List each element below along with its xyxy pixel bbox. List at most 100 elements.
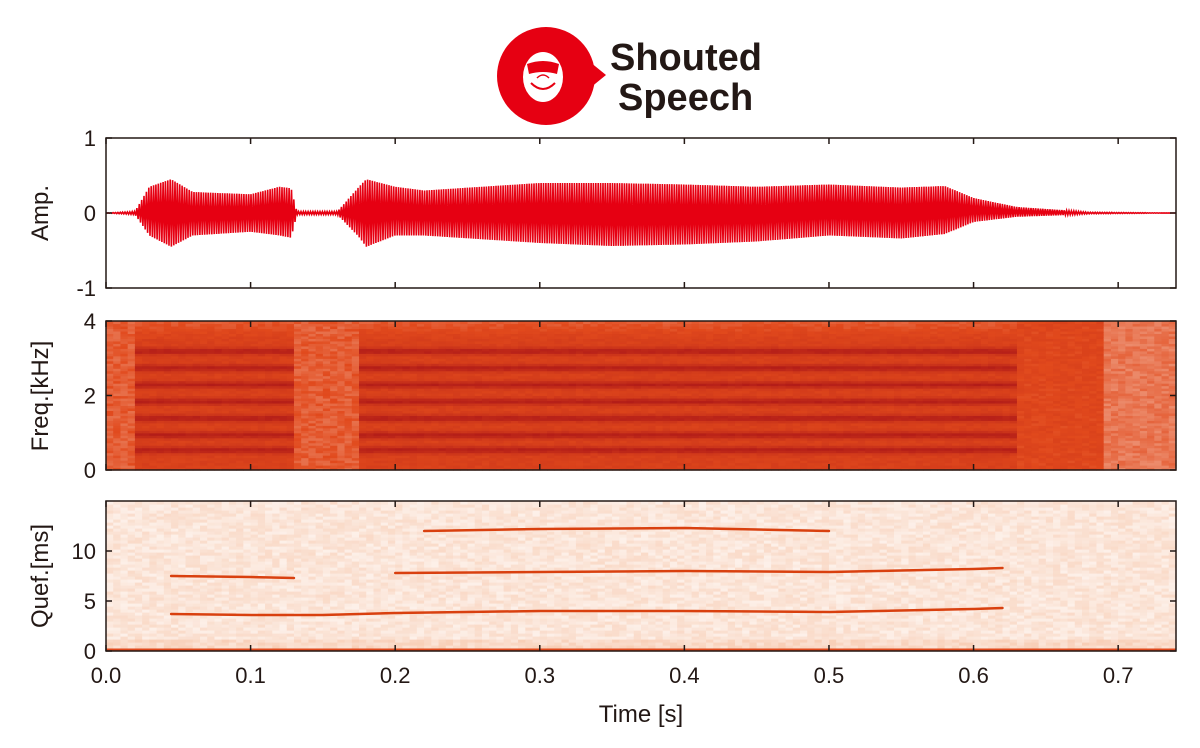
spectrogram-cell xyxy=(149,321,158,325)
spectrogram-cell xyxy=(163,393,172,397)
spectrogram-cell xyxy=(199,427,208,431)
spectrogram-cell xyxy=(120,343,129,347)
spectrogram-cell xyxy=(120,333,129,337)
spectrogram-cell xyxy=(134,457,143,461)
spectrogram-cell xyxy=(178,380,187,384)
spectrogram-cell xyxy=(199,425,208,429)
spectrogram-cell xyxy=(127,427,136,431)
spectrogram-cell xyxy=(178,410,187,414)
spectrogram-cell xyxy=(134,400,143,404)
spectrogram-cell xyxy=(106,325,114,330)
spectrogram-cell xyxy=(120,321,129,325)
spectrogram-cell xyxy=(142,393,150,397)
spectrogram-cell xyxy=(120,358,129,362)
waveform-clip-group xyxy=(106,179,1176,247)
spectrogram-cell xyxy=(120,345,129,349)
spectrogram-cell xyxy=(199,363,208,367)
spectrogram-cell xyxy=(171,445,179,449)
spectrogram-cell xyxy=(149,412,158,416)
spectrogram-cell xyxy=(178,338,187,342)
spectrogram-cell xyxy=(134,440,143,444)
spectrogram-cell xyxy=(178,435,187,439)
spectrogram-cell xyxy=(106,407,114,411)
spectrogram-cell xyxy=(127,323,136,327)
spectrogram-cell xyxy=(127,435,136,439)
spectrogram-cell xyxy=(120,338,129,342)
spectrogram-cell xyxy=(120,325,129,330)
spectrogram-cell xyxy=(106,355,114,359)
spectrogram-cell xyxy=(142,365,150,369)
spectrogram-cell xyxy=(120,420,129,424)
spectrogram-cell xyxy=(185,407,194,411)
spectrogram-cell xyxy=(171,383,179,387)
spectrogram-cell xyxy=(178,390,187,394)
spectrogram-cell xyxy=(192,415,201,419)
spectrogram-cell xyxy=(106,350,114,354)
spectrogram-cell xyxy=(113,415,122,419)
spectrogram-cell xyxy=(207,440,216,444)
spectrogram-cell xyxy=(142,422,150,426)
spectrogram-cell xyxy=(134,385,143,389)
spectrogram-cell xyxy=(134,365,143,369)
spectrogram-cell xyxy=(134,360,143,364)
spectrogram-cell xyxy=(120,457,129,461)
spectrogram-cell xyxy=(134,402,143,407)
spectrogram-cell xyxy=(192,452,201,456)
spectrogram-cell xyxy=(156,427,165,431)
spectrogram-cell xyxy=(127,350,136,354)
spectrogram-cell xyxy=(156,375,165,379)
spectrogram-cell xyxy=(156,325,165,330)
spectrogram-cell xyxy=(142,388,150,392)
spectrogram-cell xyxy=(192,343,201,347)
spectrogram-cell xyxy=(120,323,129,327)
spectrogram-cell xyxy=(127,432,136,436)
spectrogram-cell xyxy=(178,415,187,419)
spectrogram-cell xyxy=(178,325,187,330)
spectrogram-cell xyxy=(149,390,158,394)
spectrogram-cell xyxy=(134,370,143,374)
spectrogram-cell xyxy=(156,355,165,359)
spectrogram-cell xyxy=(149,425,158,429)
spectrogram-cell xyxy=(178,395,187,399)
spectrogram-cell xyxy=(207,323,216,327)
spectrogram-cell xyxy=(156,328,165,332)
spectrogram-cell xyxy=(156,437,165,441)
spectrogram-cell xyxy=(106,370,114,374)
spectrogram-cell xyxy=(207,375,216,379)
spectrogram-cell xyxy=(199,343,208,347)
spectrogram-cell xyxy=(106,358,114,362)
spectrogram-cell xyxy=(142,323,150,327)
spectrogram-cell xyxy=(178,445,187,449)
spectrogram-cell xyxy=(156,440,165,444)
spectrogram-cell xyxy=(185,410,194,414)
spectrogram-cell xyxy=(199,350,208,354)
spectrogram-cell xyxy=(199,460,208,464)
spectrogram-cell xyxy=(199,445,208,449)
spectrogram-cell xyxy=(120,417,129,421)
spectrogram-cell xyxy=(142,437,150,441)
spectrogram-cell xyxy=(156,422,165,426)
spectrogram-cell xyxy=(178,397,187,402)
spectrogram-cell xyxy=(113,455,122,459)
spectrogram-cell xyxy=(113,385,122,389)
spectrogram-cell xyxy=(171,335,179,339)
spectrogram-cell xyxy=(171,350,179,354)
spectrogram-cell xyxy=(142,432,150,436)
spectrogram-cell xyxy=(199,397,208,402)
spectrogram-cell xyxy=(142,335,150,339)
spectrogram-cell xyxy=(120,340,129,344)
spectrogram-cell xyxy=(113,373,122,377)
spectrogram-cell xyxy=(127,335,136,339)
spectrogram-cell xyxy=(171,353,179,357)
spectrogram-cell xyxy=(134,363,143,367)
spectrogram-cell xyxy=(178,437,187,441)
spectrogram-cell xyxy=(171,370,179,374)
spectrogram-cell xyxy=(120,375,129,379)
spectrogram-cell xyxy=(127,450,136,454)
spectrogram-cell xyxy=(106,435,114,439)
spectrogram-cell xyxy=(142,420,150,424)
spectrogram-cell xyxy=(134,323,143,327)
spectrogram-cell xyxy=(178,432,187,436)
spectrogram-cell xyxy=(171,457,179,461)
spectrogram-cell xyxy=(192,435,201,439)
